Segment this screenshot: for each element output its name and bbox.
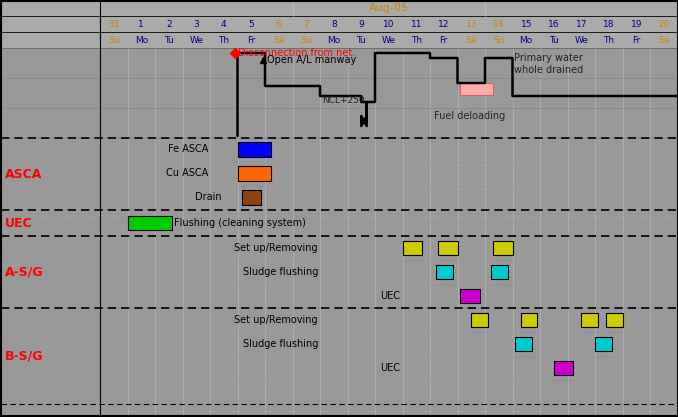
- Bar: [521, 313, 537, 327]
- Text: Th: Th: [603, 35, 614, 45]
- Text: Th: Th: [218, 35, 229, 45]
- Text: Sludge flushing: Sludge flushing: [243, 267, 318, 277]
- Text: Fuel deloading: Fuel deloading: [434, 111, 505, 121]
- Text: Fe ASCA: Fe ASCA: [167, 144, 208, 154]
- Text: 4: 4: [221, 20, 226, 28]
- Text: whole drained: whole drained: [515, 65, 584, 75]
- Text: 2: 2: [166, 20, 172, 28]
- Bar: [237, 166, 271, 181]
- Text: 14: 14: [493, 20, 504, 28]
- Text: Disconnection from net.: Disconnection from net.: [239, 48, 356, 58]
- Text: Mo: Mo: [327, 35, 340, 45]
- Text: We: We: [382, 35, 396, 45]
- Text: Primary water: Primary water: [515, 53, 583, 63]
- Bar: [435, 265, 454, 279]
- Bar: [241, 190, 261, 205]
- Bar: [471, 313, 487, 327]
- Text: 16: 16: [548, 20, 559, 28]
- Text: 8: 8: [331, 20, 336, 28]
- Text: ASCA: ASCA: [5, 168, 42, 181]
- Bar: [554, 361, 573, 375]
- Bar: [1, 32, 677, 48]
- Text: Fr: Fr: [632, 35, 641, 45]
- Text: Th: Th: [411, 35, 422, 45]
- Text: Su: Su: [493, 35, 504, 45]
- Text: Sa: Sa: [466, 35, 477, 45]
- Text: 6: 6: [276, 20, 281, 28]
- Text: UEC: UEC: [5, 216, 33, 229]
- Text: 10: 10: [383, 20, 395, 28]
- Text: 20: 20: [658, 20, 669, 28]
- Bar: [127, 216, 172, 230]
- Text: 9: 9: [359, 20, 364, 28]
- Bar: [606, 313, 622, 327]
- Text: 31: 31: [108, 20, 119, 28]
- Text: Set up/Removing: Set up/Removing: [235, 243, 318, 253]
- Bar: [595, 337, 612, 351]
- Text: 5: 5: [248, 20, 254, 28]
- Text: Sa: Sa: [658, 35, 669, 45]
- Bar: [581, 313, 598, 327]
- Bar: [438, 241, 458, 255]
- Text: Su: Su: [108, 35, 119, 45]
- Text: Cu ASCA: Cu ASCA: [165, 168, 208, 178]
- Text: 13: 13: [466, 20, 477, 28]
- Bar: [460, 83, 492, 95]
- Text: Sa: Sa: [273, 35, 284, 45]
- Text: B-S/G: B-S/G: [5, 349, 43, 362]
- Text: Drain: Drain: [195, 192, 222, 202]
- Text: UEC: UEC: [380, 363, 401, 373]
- Text: NCL+250: NCL+250: [322, 95, 365, 105]
- Text: Tu: Tu: [549, 35, 559, 45]
- Bar: [490, 265, 508, 279]
- Bar: [237, 142, 271, 157]
- Text: 18: 18: [603, 20, 614, 28]
- Text: A-S/G: A-S/G: [5, 266, 43, 279]
- Text: We: We: [574, 35, 589, 45]
- Text: 19: 19: [631, 20, 642, 28]
- Text: 15: 15: [521, 20, 532, 28]
- Bar: [1, 16, 677, 32]
- Text: 3: 3: [193, 20, 199, 28]
- Text: 1: 1: [138, 20, 144, 28]
- Text: Su: Su: [300, 35, 312, 45]
- Text: 12: 12: [438, 20, 450, 28]
- Text: We: We: [189, 35, 203, 45]
- Text: Tu: Tu: [357, 35, 366, 45]
- Bar: [494, 241, 513, 255]
- Text: Aug-05: Aug-05: [369, 3, 409, 13]
- Text: 17: 17: [576, 20, 587, 28]
- Text: UEC: UEC: [380, 291, 401, 301]
- Bar: [515, 337, 532, 351]
- Text: Mo: Mo: [519, 35, 533, 45]
- Text: 7: 7: [303, 20, 309, 28]
- Text: 11: 11: [410, 20, 422, 28]
- Text: Fr: Fr: [247, 35, 256, 45]
- Text: Open A/L manway: Open A/L manway: [267, 55, 356, 65]
- Text: Tu: Tu: [164, 35, 174, 45]
- Text: Set up/Removing: Set up/Removing: [235, 315, 318, 325]
- Text: Sludge flushing: Sludge flushing: [243, 339, 318, 349]
- Text: Fr: Fr: [439, 35, 448, 45]
- Bar: [460, 289, 479, 303]
- Bar: [403, 241, 422, 255]
- Text: Mo: Mo: [135, 35, 148, 45]
- Bar: [1, 0, 677, 16]
- Text: Flushing (cleaning system): Flushing (cleaning system): [174, 218, 306, 228]
